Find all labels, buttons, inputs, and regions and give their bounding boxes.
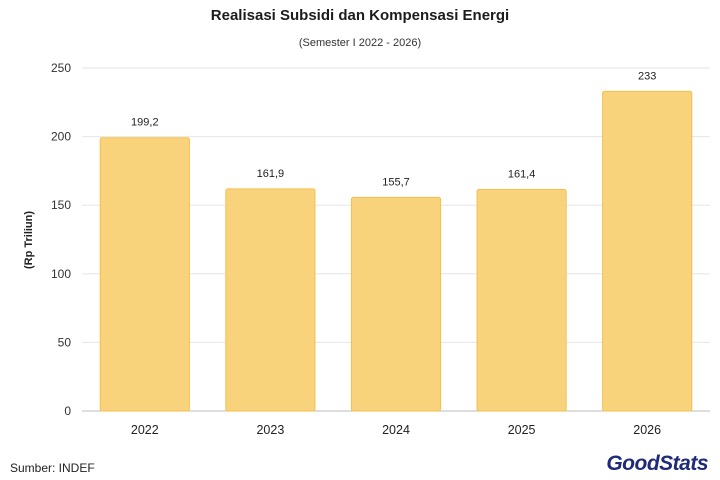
x-tick-label: 2025: [508, 423, 536, 437]
goodstats-logo: GoodStats: [606, 452, 708, 476]
y-tick-label: 250: [51, 61, 71, 75]
bar-2025: [476, 189, 567, 412]
data-label-2026: 233: [638, 70, 656, 82]
y-tick-label: 50: [58, 335, 72, 349]
bar-2023: [225, 188, 316, 412]
x-axis-ticks: 2022 2023 2024 2025 2026: [131, 423, 661, 437]
x-tick-label: 2023: [256, 423, 284, 437]
y-axis-ticks: 0 50 100 150 200 250: [51, 61, 71, 418]
source-note: Sumber: INDEF: [10, 461, 95, 475]
data-label-2023: 161,9: [257, 168, 285, 180]
bars: [99, 90, 693, 412]
data-labels: 199,2 161,9 155,7 161,4 233: [131, 70, 656, 188]
x-tick-label: 2022: [131, 423, 159, 437]
data-label-2025: 161,4: [508, 169, 536, 181]
bar-chart: Realisasi Subsidi dan Kompensasi Energi …: [23, 7, 710, 437]
chart-title: Realisasi Subsidi dan Kompensasi Energi: [211, 7, 509, 24]
y-axis-label: (Rp Triliun): [23, 211, 35, 269]
y-tick-label: 200: [51, 130, 71, 144]
bar-2026: [602, 90, 693, 412]
bar-2024: [350, 196, 442, 412]
data-label-2024: 155,7: [382, 176, 410, 188]
x-tick-label: 2024: [382, 423, 410, 437]
x-tick-label: 2026: [633, 423, 661, 437]
y-tick-label: 150: [51, 198, 71, 212]
data-label-2022: 199,2: [131, 117, 159, 129]
y-tick-label: 0: [64, 404, 71, 418]
bar-2022: [99, 137, 190, 412]
chart-subtitle: (Semester I 2022 - 2026): [299, 37, 421, 49]
brand-text: GoodStats: [606, 452, 708, 475]
y-tick-label: 100: [51, 267, 71, 281]
